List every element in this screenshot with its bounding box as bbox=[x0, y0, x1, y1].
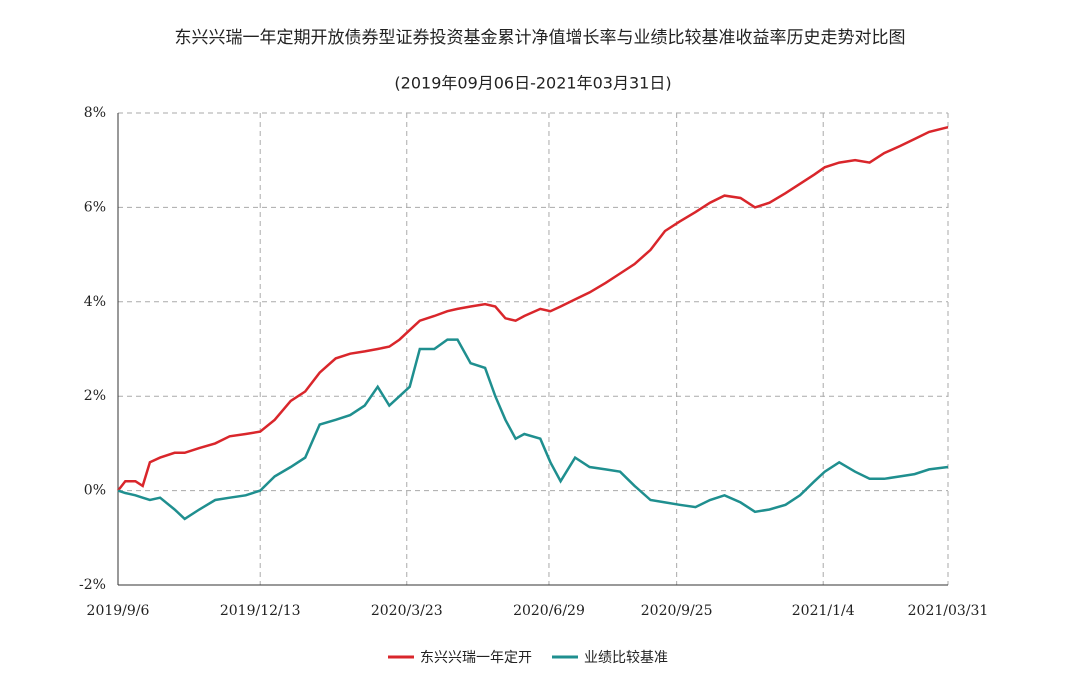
series-line bbox=[117, 125, 949, 492]
x-tick-label: 2020/3/23 bbox=[371, 603, 443, 619]
y-tick-label: 4% bbox=[84, 294, 106, 310]
x-tick-label: 2019/12/13 bbox=[220, 603, 301, 619]
x-tick-label: 2020/6/29 bbox=[513, 603, 585, 619]
chart-subtitle: (2019年09月06日-2021年03月31日) bbox=[394, 74, 671, 93]
y-tick-label: 6% bbox=[84, 199, 106, 215]
x-tick-label: 2020/9/25 bbox=[641, 603, 713, 619]
y-tick-label: 8% bbox=[84, 105, 106, 121]
legend-label: 业绩比较基准 bbox=[584, 649, 668, 666]
x-tick-label: 2019/9/6 bbox=[87, 603, 150, 619]
x-tick-label: 2021/1/4 bbox=[792, 603, 855, 619]
y-tick-label: 0% bbox=[84, 483, 106, 499]
y-tick-label: 2% bbox=[84, 388, 106, 404]
y-tick-label: -2% bbox=[79, 577, 106, 593]
legend-label: 东兴兴瑞一年定开 bbox=[420, 650, 532, 666]
series-line bbox=[117, 338, 949, 521]
chart-title: 东兴兴瑞一年定期开放债券型证券投资基金累计净值增长率与业绩比较基准收益率历史走势… bbox=[175, 28, 906, 48]
x-tick-label: 2021/03/31 bbox=[908, 603, 989, 619]
